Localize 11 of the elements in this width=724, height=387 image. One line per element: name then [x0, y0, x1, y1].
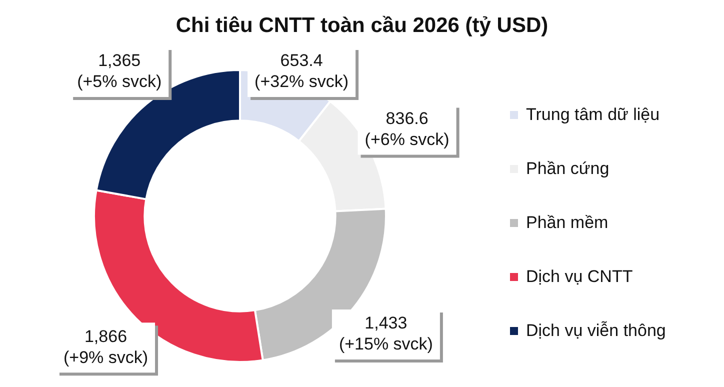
- legend-label: Dịch vụ viễn thông: [526, 321, 666, 341]
- legend-label: Phần cứng: [526, 159, 610, 179]
- chart-title: Chi tiêu CNTT toàn cầu 2026 (tỷ USD): [174, 14, 550, 38]
- legend-label: Trung tâm dữ liệu: [526, 105, 660, 125]
- data-label: 1,433 (+15% svck): [338, 314, 433, 354]
- legend-label: Dịch vụ CNTT: [526, 267, 633, 287]
- data-label: 1,365 (+5% svck): [77, 51, 162, 92]
- data-label: 653.4 (+32% svck): [254, 51, 349, 92]
- legend-label: Phần mềm: [526, 213, 608, 233]
- data-label: 836.6 (+6% svck): [364, 108, 450, 149]
- data-label: 1,866 (+9% svck): [63, 326, 148, 367]
